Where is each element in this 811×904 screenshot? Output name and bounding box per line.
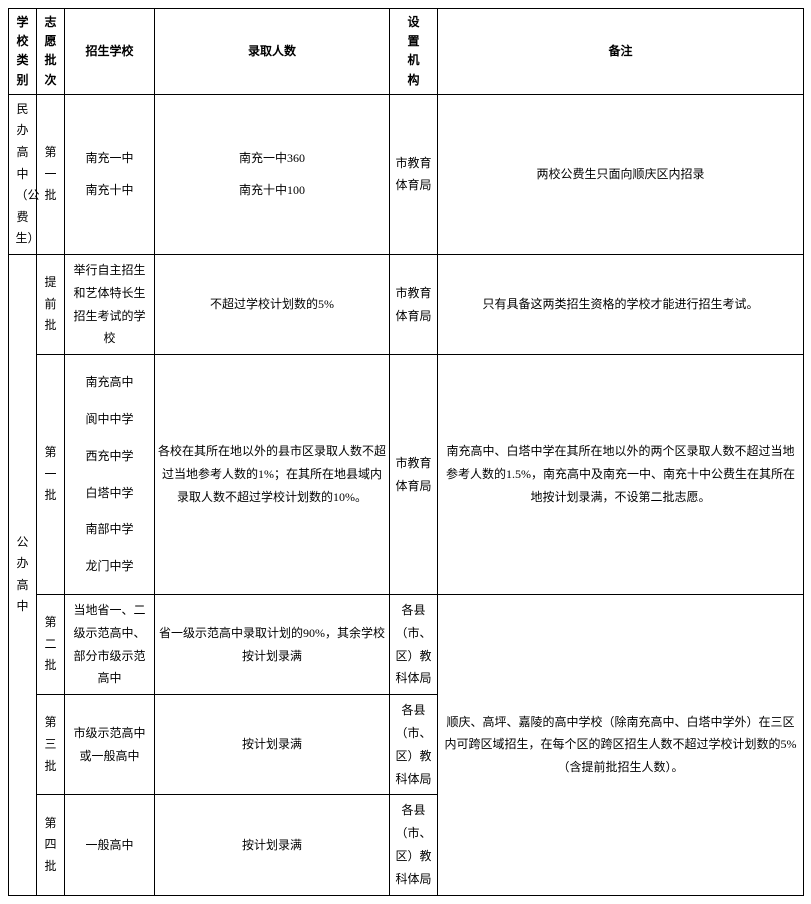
header-org-text: 设置机构 <box>407 13 421 90</box>
cell-org: 市教育体育局 <box>390 254 438 354</box>
school-line: 南充十中 <box>68 179 151 202</box>
cell-note: 南充高中、白塔中学在其所在地以外的两个区录取人数不超过当地参考人数的1.5%，南… <box>438 355 804 595</box>
table-row: 第一批 南充高中 阆中中学 西充中学 白塔中学 南部中学 龙门中学 各校在其所在… <box>9 355 804 595</box>
cell-batch: 第一批 <box>37 94 65 254</box>
cell-note: 两校公费生只面向顺庆区内招录 <box>438 94 804 254</box>
cell-category-private: 民办高中（公费生） <box>9 94 37 254</box>
cell-note: 只有具备这两类招生资格的学校才能进行招生考试。 <box>438 254 804 354</box>
batch-text: 第二批 <box>44 612 58 677</box>
cell-count: 省一级示范高中录取计划的90%，其余学校按计划录满 <box>155 595 390 695</box>
cell-school: 举行自主招生和艺体特长生招生考试的学校 <box>65 254 155 354</box>
header-note: 备注 <box>438 9 804 95</box>
cell-org: 各县（市、区）教科体局 <box>390 595 438 695</box>
cell-batch: 第三批 <box>37 695 65 795</box>
admission-table: 学校类别 志愿批次 招生学校 录取人数 设置机构 备注 民办高中（公费生） 第一… <box>8 8 804 896</box>
cell-count: 各校在其所在地以外的县市区录取人数不超过当地参考人数的1%；在其所在地县域内录取… <box>155 355 390 595</box>
cell-batch: 提前批 <box>37 254 65 354</box>
batch-text: 第一批 <box>44 142 58 207</box>
count-line: 南充一中360 <box>158 147 386 170</box>
batch-text: 提前批 <box>44 272 58 337</box>
cell-batch: 第二批 <box>37 595 65 695</box>
school-line: 龙门中学 <box>68 555 151 578</box>
batch-text: 第一批 <box>44 442 58 507</box>
header-category: 学校类别 <box>9 9 37 95</box>
cell-org: 市教育体育局 <box>390 94 438 254</box>
school-line: 西充中学 <box>68 445 151 468</box>
count-line: 南充十中100 <box>158 179 386 202</box>
cell-school: 南充一中 南充十中 <box>65 94 155 254</box>
table-row: 第二批 当地省一、二级示范高中、部分市级示范高中 省一级示范高中录取计划的90%… <box>9 595 804 695</box>
cell-school: 南充高中 阆中中学 西充中学 白塔中学 南部中学 龙门中学 <box>65 355 155 595</box>
school-line: 南充高中 <box>68 371 151 394</box>
cell-category-public: 公办高中 <box>9 254 37 895</box>
header-batch-text: 志愿批次 <box>44 13 58 90</box>
cell-school: 市级示范高中或一般高中 <box>65 695 155 795</box>
school-line: 南充一中 <box>68 147 151 170</box>
header-category-text: 学校类别 <box>16 13 30 90</box>
cell-note: 顺庆、高坪、嘉陵的高中学校（除南充高中、白塔中学外）在三区内可跨区域招生，在每个… <box>438 595 804 896</box>
cell-count: 按计划录满 <box>155 695 390 795</box>
cell-school: 一般高中 <box>65 795 155 895</box>
cell-count: 不超过学校计划数的5% <box>155 254 390 354</box>
cell-school: 当地省一、二级示范高中、部分市级示范高中 <box>65 595 155 695</box>
table-row: 民办高中（公费生） 第一批 南充一中 南充十中 南充一中360 南充十中100 … <box>9 94 804 254</box>
batch-text: 第三批 <box>44 712 58 777</box>
table-header-row: 学校类别 志愿批次 招生学校 录取人数 设置机构 备注 <box>9 9 804 95</box>
category-text: 公办高中 <box>16 532 30 618</box>
cell-org: 市教育体育局 <box>390 355 438 595</box>
category-text: 民办高中（公费生） <box>16 99 30 250</box>
cell-batch: 第四批 <box>37 795 65 895</box>
header-school: 招生学校 <box>65 9 155 95</box>
school-line: 阆中中学 <box>68 408 151 431</box>
table-row: 公办高中 提前批 举行自主招生和艺体特长生招生考试的学校 不超过学校计划数的5%… <box>9 254 804 354</box>
school-line: 白塔中学 <box>68 482 151 505</box>
cell-count: 南充一中360 南充十中100 <box>155 94 390 254</box>
header-batch: 志愿批次 <box>37 9 65 95</box>
school-line: 南部中学 <box>68 518 151 541</box>
cell-org: 各县（市、区）教科体局 <box>390 695 438 795</box>
cell-batch: 第一批 <box>37 355 65 595</box>
cell-count: 按计划录满 <box>155 795 390 895</box>
header-count: 录取人数 <box>155 9 390 95</box>
header-org: 设置机构 <box>390 9 438 95</box>
batch-text: 第四批 <box>44 813 58 878</box>
cell-org: 各县（市、区）教科体局 <box>390 795 438 895</box>
